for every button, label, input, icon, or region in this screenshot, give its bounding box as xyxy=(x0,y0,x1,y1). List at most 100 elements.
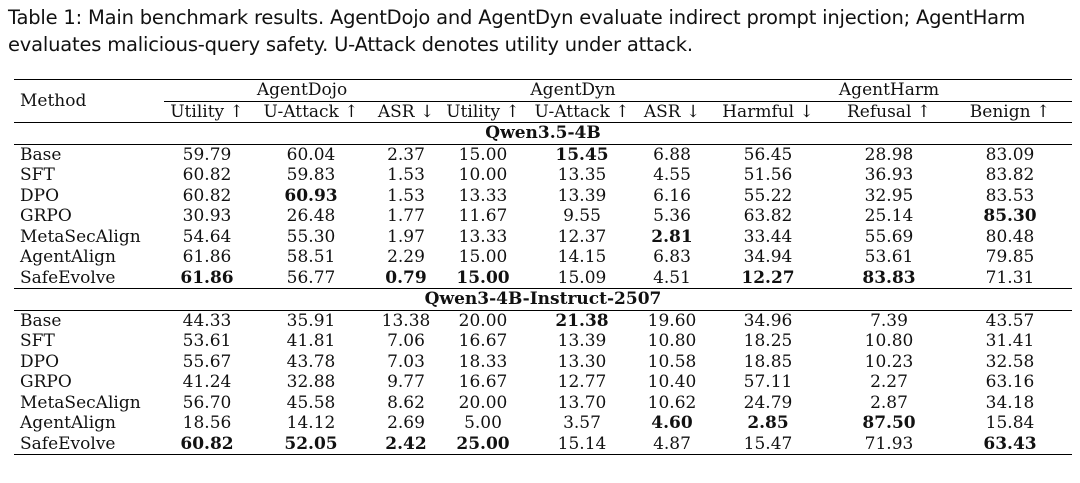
method-cell: SFT xyxy=(20,331,55,351)
value-cell: 34.96 xyxy=(706,309,831,331)
value-cell: 31.41 xyxy=(985,331,1035,351)
value-cell: 21.38 xyxy=(526,309,638,331)
group-header-agentharm: AgentHarm xyxy=(706,79,1073,102)
value-cell: 35.91 xyxy=(250,309,372,331)
section-title: Qwen3.5-4B xyxy=(14,122,1073,144)
table-row: Base 59.79 60.04 2.37 15.00 15.45 6.88 56.45 28.… xyxy=(14,143,1073,165)
value-cell: 13.33 xyxy=(458,226,508,247)
value-cell: 55.22 xyxy=(743,185,793,206)
value-cell: 45.58 xyxy=(286,392,336,413)
method-cell: DPO xyxy=(20,185,60,206)
value-cell: 7.39 xyxy=(830,309,949,331)
value-cell: 18.25 xyxy=(743,331,793,351)
method-header: Method xyxy=(14,79,164,123)
value-cell: 20.00 xyxy=(440,309,526,331)
value-cell: 60.82 xyxy=(182,185,232,206)
value-cell: 83.09 xyxy=(948,143,1073,165)
value-cell: 41.81 xyxy=(286,331,336,351)
value-cell: 63.16 xyxy=(985,372,1035,392)
value-cell: 60.93 xyxy=(284,185,338,206)
value-cell: 1.53 xyxy=(387,185,425,206)
value-cell: 83.83 xyxy=(862,267,916,288)
table-row: DPO 55.67 43.78 7.03 18.33 13.30 10.58 18.85 10.… xyxy=(14,352,1072,373)
table-row: MetaSecAlign 54.64 55.30 1.97 13.33 12.37 2.81… xyxy=(14,227,1072,248)
results-table-container: Method AgentDojo AgentDyn AgentHarm Util… xyxy=(14,79,1073,455)
value-cell: 2.85 xyxy=(747,413,789,433)
section-title: Qwen3-4B-Instruct-2507 xyxy=(14,288,1073,310)
value-cell: 10.80 xyxy=(647,331,697,351)
value-cell: 7.03 xyxy=(387,351,425,372)
value-cell: 15.45 xyxy=(526,143,638,165)
value-cell: 15.14 xyxy=(526,433,638,455)
value-cell: 10.62 xyxy=(647,392,697,413)
value-cell: 60.82 xyxy=(182,165,232,185)
value-cell: 1.97 xyxy=(387,226,425,247)
value-cell: 59.79 xyxy=(164,143,250,165)
value-cell: 15.09 xyxy=(557,267,607,288)
table-row: AgentAlign 61.86 58.51 2.29 15.00 14.15 6.83 34… xyxy=(14,247,1072,268)
value-cell: 12.27 xyxy=(741,267,795,288)
value-cell: 34.18 xyxy=(985,392,1035,413)
value-cell: 63.82 xyxy=(743,206,793,226)
value-cell: 79.85 xyxy=(985,247,1035,267)
value-cell: 2.37 xyxy=(372,143,440,165)
value-cell: 12.77 xyxy=(557,372,607,392)
value-cell: 60.04 xyxy=(250,143,372,165)
method-cell: SFT xyxy=(20,165,55,185)
table-row: AgentAlign 18.56 14.12 2.69 5.00 3.57 4.60 2.85… xyxy=(14,413,1072,434)
benchmark-results-table: Method AgentDojo AgentDyn AgentHarm Util… xyxy=(14,79,1073,455)
value-cell: 16.67 xyxy=(458,331,508,351)
table-row: SFT 60.82 59.83 1.53 10.00 13.35 4.55 51.56 36.9… xyxy=(14,165,1072,186)
value-cell: 0.79 xyxy=(385,267,427,288)
value-cell: 2.69 xyxy=(387,413,425,433)
value-cell: 85.30 xyxy=(983,206,1037,226)
value-cell: 43.57 xyxy=(948,309,1073,331)
value-cell: 56.70 xyxy=(182,392,232,413)
value-cell: 55.67 xyxy=(182,351,232,372)
table-row: SFT 53.61 41.81 7.06 16.67 13.39 10.80 18.25 10.… xyxy=(14,331,1072,352)
value-cell: 26.48 xyxy=(286,206,336,226)
method-cell: GRPO xyxy=(20,372,72,392)
value-cell: 24.79 xyxy=(743,392,793,413)
value-cell: 54.64 xyxy=(182,226,232,247)
value-cell: 11.67 xyxy=(458,206,508,226)
value-cell: 5.00 xyxy=(464,413,502,433)
value-cell: 51.56 xyxy=(743,165,793,185)
value-cell: 3.57 xyxy=(563,413,601,433)
value-cell: 4.60 xyxy=(651,413,693,433)
value-cell: 13.35 xyxy=(557,165,607,185)
value-cell: 60.82 xyxy=(164,433,250,455)
value-cell: 13.39 xyxy=(557,331,607,351)
method-cell: SafeEvolve xyxy=(14,433,164,455)
value-cell: 71.31 xyxy=(985,267,1035,288)
value-cell: 5.36 xyxy=(653,206,691,226)
value-cell: 13.30 xyxy=(557,351,607,372)
value-cell: 15.47 xyxy=(706,433,831,455)
value-cell: 34.94 xyxy=(743,247,793,267)
column-header: U-Attack ↑ xyxy=(263,101,359,122)
value-cell: 32.58 xyxy=(985,351,1035,372)
value-cell: 6.16 xyxy=(653,185,691,206)
value-cell: 4.51 xyxy=(653,267,691,288)
value-cell: 63.43 xyxy=(948,433,1073,455)
value-cell: 57.11 xyxy=(743,372,793,392)
value-cell: 44.33 xyxy=(164,309,250,331)
header-column-row: Utility ↑ U-Attack ↑ ASR ↓ Utility ↑ U-A… xyxy=(14,101,1072,123)
value-cell: 15.00 xyxy=(458,247,508,267)
value-cell: 30.93 xyxy=(182,206,232,226)
table-row: DPO 60.82 60.93 1.53 13.33 13.39 6.16 55.22 32.9… xyxy=(14,186,1072,207)
value-cell: 12.37 xyxy=(557,226,607,247)
table-row: SafeEvolve 60.82 52.05 2.42 25.00 15.14 4.87 15… xyxy=(14,433,1073,455)
method-cell: MetaSecAlign xyxy=(20,392,141,413)
method-cell: AgentAlign xyxy=(20,413,116,433)
value-cell: 10.40 xyxy=(647,372,697,392)
value-cell: 25.00 xyxy=(440,433,526,455)
value-cell: 2.27 xyxy=(870,372,908,392)
column-header: Harmful ↓ xyxy=(722,101,814,122)
value-cell: 15.00 xyxy=(440,143,526,165)
value-cell: 2.29 xyxy=(387,247,425,267)
value-cell: 43.78 xyxy=(286,351,336,372)
table-row: SafeEvolve 61.86 56.77 0.79 15.00 15.09 4.51 12… xyxy=(14,268,1072,289)
value-cell: 41.24 xyxy=(182,372,232,392)
column-header: ASR ↓ xyxy=(643,101,701,122)
